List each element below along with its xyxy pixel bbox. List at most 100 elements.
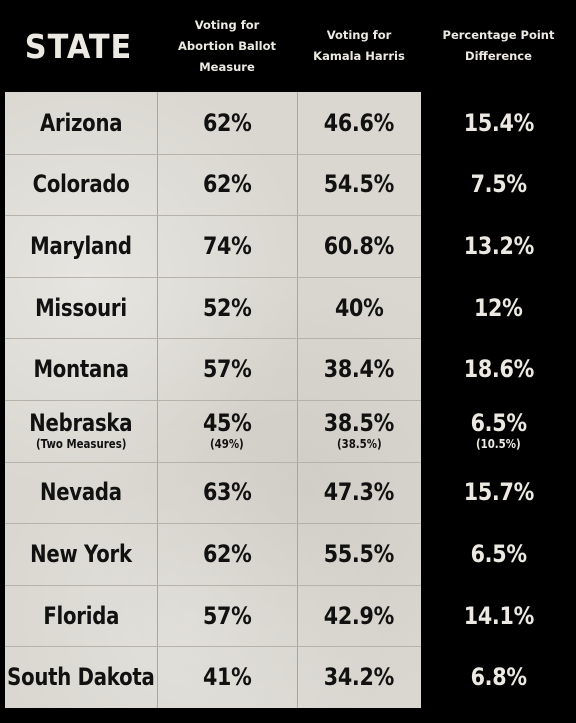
abortion-measure-value: 41%	[202, 663, 252, 692]
abortion-measure-value-cell: 74%	[157, 215, 297, 277]
state-name-cell: Nevada	[5, 462, 157, 524]
abortion-measure-value: 63%	[202, 478, 252, 507]
table-row: Nevada 63% 47.3% 15.7%	[0, 462, 576, 524]
state-name: Montana	[33, 355, 129, 384]
harris-value: 38.5%	[323, 409, 395, 438]
header-point-difference: Percentage Point Difference	[442, 28, 555, 63]
table-header: STATE Voting for Abortion Ballot Measure…	[0, 0, 576, 92]
table-row: Missouri 52% 40% 12%	[0, 277, 576, 339]
header-abortion-measure: Voting for Abortion Ballot Measure	[177, 17, 277, 74]
table-row: New York 62% 55.5% 6.5%	[0, 523, 576, 585]
state-name: Maryland	[30, 231, 132, 260]
row-divider	[5, 153, 421, 155]
harris-value-cell: 34.2%	[297, 646, 421, 708]
state-name-cell: Montana	[5, 338, 157, 400]
state-name-cell: Colorado	[5, 154, 157, 216]
point-difference-value-cell: 15.7%	[421, 462, 576, 524]
state-name: Arizona	[39, 108, 123, 137]
harris-value-note: (38.5%)	[336, 437, 382, 452]
point-difference-value: 7.5%	[470, 170, 527, 199]
harris-value: 42.9%	[323, 601, 395, 630]
point-difference-value-cell: 7.5%	[421, 154, 576, 216]
abortion-measure-value-cell: 45% (49%)	[157, 400, 297, 462]
point-difference-value-cell: 15.4%	[421, 92, 576, 154]
state-name: New York	[30, 539, 132, 568]
harris-value: 38.4%	[323, 355, 395, 384]
state-name-cell: Florida	[5, 585, 157, 647]
header-kamala-harris: Voting for Kamala Harris	[313, 28, 405, 63]
state-name: Nebraska	[29, 409, 133, 438]
row-divider	[5, 523, 421, 525]
table-row: Nebraska (Two Measures) 45% (49%) 38.5% (38.5…	[0, 400, 576, 462]
row-divider	[5, 276, 421, 278]
state-name-cell: New York	[5, 523, 157, 585]
point-difference-value: 15.7%	[463, 478, 534, 507]
row-divider	[5, 646, 421, 648]
point-difference-value: 18.6%	[463, 355, 534, 384]
abortion-measure-value-cell: 57%	[157, 585, 297, 647]
abortion-measure-value-cell: 62%	[157, 92, 297, 154]
state-name-cell: Maryland	[5, 215, 157, 277]
state-name-cell: South Dakota	[5, 646, 157, 708]
harris-value-cell: 38.4%	[297, 338, 421, 400]
table-row: South Dakota 41% 34.2% 6.8%	[0, 646, 576, 708]
point-difference-value: 6.5%	[470, 409, 527, 438]
harris-value-cell: 46.6%	[297, 92, 421, 154]
point-difference-value: 6.5%	[470, 539, 527, 568]
abortion-measure-value-note: (49%)	[210, 437, 244, 452]
row-divider	[5, 338, 421, 340]
state-name-cell: Arizona	[5, 92, 157, 154]
abortion-measure-value: 62%	[202, 108, 252, 137]
abortion-measure-value: 45%	[202, 409, 252, 438]
state-name-cell: Nebraska (Two Measures)	[5, 400, 157, 462]
table-row: Montana 57% 38.4% 18.6%	[0, 338, 576, 400]
table-row: Maryland 74% 60.8% 13.2%	[0, 215, 576, 277]
harris-value: 40%	[334, 293, 384, 322]
point-difference-value-cell: 6.8%	[421, 646, 576, 708]
state-name: Colorado	[32, 170, 130, 199]
state-name: South Dakota	[7, 663, 155, 692]
harris-value-cell: 54.5%	[297, 154, 421, 216]
row-divider	[5, 400, 421, 401]
state-name-cell: Missouri	[5, 277, 157, 339]
row-divider	[5, 584, 421, 586]
point-difference-value-note: (10.5%)	[476, 437, 521, 452]
point-difference-value-cell: 12%	[421, 277, 576, 339]
point-difference-value: 12%	[474, 293, 523, 322]
point-difference-value-cell: 6.5%	[421, 523, 576, 585]
abortion-measure-value: 52%	[202, 293, 252, 322]
state-name: Nevada	[40, 478, 122, 507]
point-difference-value: 6.8%	[470, 663, 527, 692]
harris-value-cell: 38.5% (38.5%)	[297, 400, 421, 462]
state-name: Missouri	[35, 293, 127, 322]
abortion-measure-value: 62%	[202, 539, 252, 568]
abortion-measure-value-cell: 62%	[157, 154, 297, 216]
harris-value-cell: 55.5%	[297, 523, 421, 585]
abortion-measure-value-cell: 62%	[157, 523, 297, 585]
point-difference-value-cell: 6.5% (10.5%)	[421, 400, 576, 462]
harris-value-cell: 42.9%	[297, 585, 421, 647]
point-difference-value: 14.1%	[463, 601, 534, 630]
harris-value: 54.5%	[323, 170, 395, 199]
row-divider	[5, 215, 421, 217]
point-difference-value-cell: 14.1%	[421, 585, 576, 647]
abortion-measure-value: 57%	[202, 601, 252, 630]
abortion-measure-value: 62%	[202, 170, 252, 199]
harris-value: 60.8%	[323, 231, 395, 260]
point-difference-value-cell: 13.2%	[421, 215, 576, 277]
abortion-measure-value-cell: 41%	[157, 646, 297, 708]
harris-value-cell: 40%	[297, 277, 421, 339]
table-row: Colorado 62% 54.5% 7.5%	[0, 154, 576, 216]
harris-value: 55.5%	[323, 539, 395, 568]
state-name-note: (Two Measures)	[35, 437, 127, 452]
table-row: Arizona 62% 46.6% 15.4%	[0, 92, 576, 154]
point-difference-value: 13.2%	[463, 231, 534, 260]
harris-value-cell: 60.8%	[297, 215, 421, 277]
row-divider	[5, 461, 421, 463]
table-row: Florida 57% 42.9% 14.1%	[0, 585, 576, 647]
harris-value: 34.2%	[323, 663, 395, 692]
abortion-measure-value: 57%	[202, 355, 252, 384]
harris-value: 47.3%	[323, 478, 395, 507]
abortion-measure-value-cell: 57%	[157, 338, 297, 400]
